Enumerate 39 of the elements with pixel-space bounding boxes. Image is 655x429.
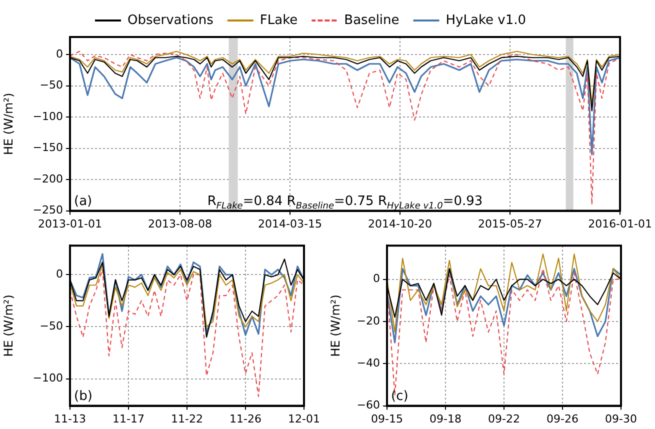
x-tick-label: 09-30 bbox=[605, 412, 637, 426]
x-tick-label: 2014-10-20 bbox=[368, 217, 432, 230]
y-tick-label: 0 bbox=[56, 47, 63, 60]
y-tick-label: −50 bbox=[40, 320, 63, 333]
y-tick-label: −250 bbox=[32, 204, 63, 217]
legend-label: FLake bbox=[260, 12, 298, 28]
annotation: (c) bbox=[391, 388, 408, 404]
x-tick-label: 09-26 bbox=[546, 412, 578, 426]
annotation: (a) bbox=[74, 194, 92, 209]
x-tick-label: 11-26 bbox=[230, 412, 262, 426]
x-tick-label: 2014-03-15 bbox=[258, 217, 322, 230]
x-tick-label: 09-22 bbox=[488, 412, 520, 426]
legend-label: Observations bbox=[127, 12, 214, 28]
y-tick-label: −200 bbox=[32, 172, 63, 186]
y-tick-label: −100 bbox=[32, 372, 63, 385]
x-tick-label: 2016-01-01 bbox=[588, 217, 652, 230]
x-tick-label: 09-18 bbox=[430, 412, 462, 426]
legend-label: Baseline bbox=[344, 12, 400, 28]
y-tick-label: −100 bbox=[32, 110, 63, 123]
y-axis-title: HE (W/m²) bbox=[1, 92, 16, 155]
y-tick-label: −20 bbox=[356, 314, 380, 328]
x-tick-label: 11-13 bbox=[54, 412, 86, 426]
x-tick-label: 09-15 bbox=[371, 412, 403, 426]
legend-label: HyLake v1.0 bbox=[446, 12, 526, 28]
y-tick-label: −40 bbox=[356, 356, 380, 370]
x-tick-label: 2015-05-27 bbox=[478, 217, 542, 230]
y-tick-label: 0 bbox=[373, 272, 380, 286]
y-tick-label: 0 bbox=[56, 268, 63, 281]
y-axis-title: HE (W/m²) bbox=[1, 294, 16, 357]
x-tick-label: 11-17 bbox=[112, 412, 144, 426]
y-axis-title: HE (W/m²) bbox=[328, 294, 342, 357]
x-tick-label: 11-22 bbox=[171, 412, 203, 426]
y-tick-label: −60 bbox=[356, 398, 380, 412]
annotation: (b) bbox=[74, 388, 92, 404]
x-tick-label: 2013-01-01 bbox=[38, 217, 102, 230]
x-tick-label: 2013-08-08 bbox=[148, 217, 212, 230]
y-tick-label: −50 bbox=[40, 78, 63, 92]
y-tick-label: −150 bbox=[32, 141, 63, 154]
x-tick-label: 12-01 bbox=[288, 412, 320, 426]
